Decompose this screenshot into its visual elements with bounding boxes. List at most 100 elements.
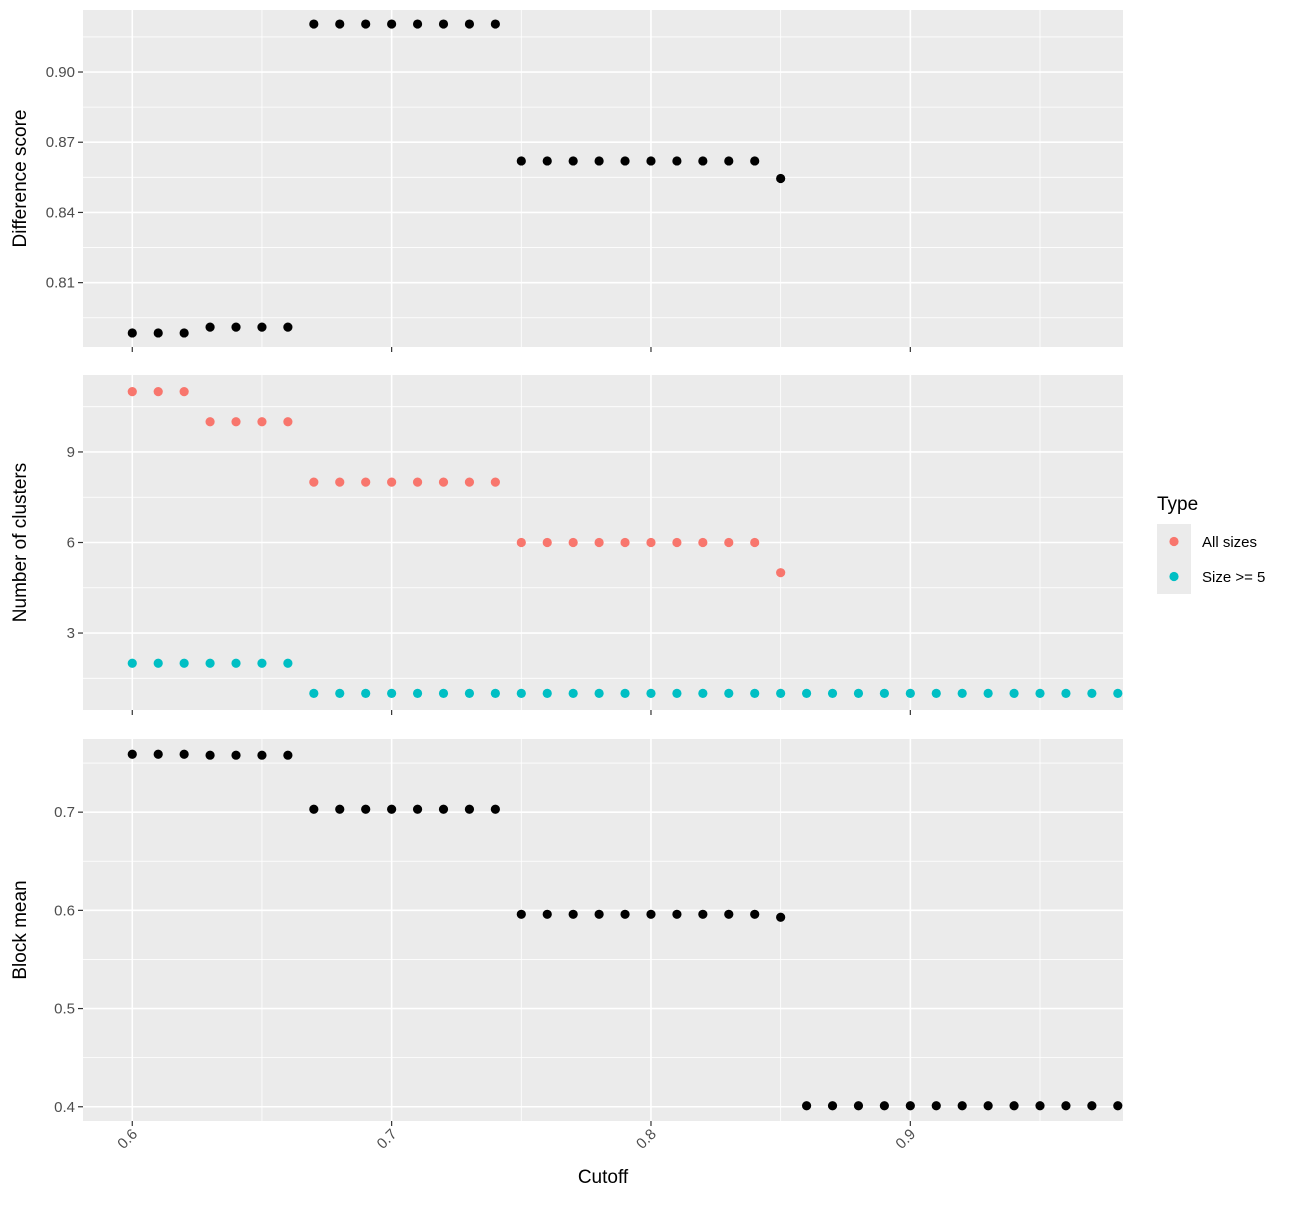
- panel-2-series-1-point: [672, 537, 682, 548]
- panel-1-series-1-point: [724, 156, 734, 166]
- panel-1-background: [83, 10, 1123, 347]
- panel-2-series-2-point: [879, 688, 889, 699]
- panel-2-series-1-point: [438, 477, 449, 487]
- panel-2-series-1-point: [153, 386, 163, 397]
- panel-2-series-1-point: [231, 417, 241, 427]
- panel-2-series-1-point: [257, 417, 267, 427]
- panel-2-series-2-point: [957, 688, 967, 699]
- panel-3-series-1-point: [283, 750, 293, 760]
- panel-2-series-2-point: [516, 688, 526, 699]
- panel-1-y-axis-title: Difference score: [10, 110, 31, 248]
- panel-3-series-1-point: [1061, 1101, 1071, 1111]
- panel-2-series-2-point: [620, 688, 630, 699]
- panel-1-series-1-point: [542, 156, 552, 166]
- panel-3-series-1-point: [776, 912, 786, 922]
- panel-2-y-tick-label: 9: [67, 444, 75, 461]
- panel-3-series-1-point: [957, 1101, 967, 1111]
- panel-3-y-tick-label: 0.6: [54, 902, 75, 919]
- panel-2-series-2-point: [179, 658, 189, 668]
- panel-2-series-2-point: [1087, 688, 1097, 699]
- x-tick-label: 0.6: [114, 1126, 141, 1153]
- panel-1-series-1-point: [490, 19, 500, 29]
- panel-2-series-2-point: [309, 688, 319, 699]
- panel-2-series-2-point: [412, 688, 423, 699]
- panel-1-series-1-point: [257, 322, 267, 332]
- panel-2-series-1-point: [205, 417, 215, 427]
- panel-2-series-1-point: [568, 537, 578, 548]
- panel-3-series-1-point: [594, 909, 604, 919]
- panel-3-series-1-point: [490, 804, 500, 814]
- panel-3-series-1-point: [387, 804, 397, 814]
- panel-1-y-tick-label: 0.87: [46, 134, 75, 151]
- panel-2-series-1-point: [776, 568, 786, 578]
- panel-1-series-1-point: [153, 328, 163, 338]
- panel-3-series-1-point: [1087, 1101, 1097, 1111]
- panel-1-series-1-point: [335, 19, 345, 29]
- panel-2-series-1-point: [750, 537, 760, 548]
- panel-2-series-2-point: [361, 688, 371, 699]
- panel-3-series-1-point: [724, 909, 734, 919]
- panel-1-series-1-point: [179, 328, 189, 338]
- panel-1-series-1-point: [698, 156, 708, 166]
- panel-2-series-2-point: [1061, 688, 1071, 699]
- panel-2-series-1-point: [127, 386, 137, 397]
- panel-2-series-1-point: [646, 537, 656, 548]
- panel-1-series-1-point: [361, 19, 371, 29]
- panel-2-series-2-point: [1009, 688, 1019, 699]
- panel-2-series-1-point: [179, 386, 189, 397]
- panel-1-series-1-point: [127, 328, 137, 338]
- panel-2-series-2-point: [464, 688, 475, 699]
- panel-2-series-1-point: [490, 477, 500, 487]
- panel-3-series-1-point: [750, 909, 760, 919]
- panel-3-series-1-point: [1113, 1101, 1123, 1111]
- panel-2-series-2-point: [646, 688, 656, 699]
- panel-2-series-2-point: [438, 688, 449, 699]
- panel-3-series-1-point: [646, 909, 656, 919]
- panel-3-series-1-point: [361, 804, 371, 814]
- panel-1-series-1-point: [516, 156, 526, 166]
- panel-3-series-1-point: [257, 750, 267, 760]
- panel-3-series-1-point: [309, 804, 319, 814]
- panel-3-background: [83, 739, 1123, 1121]
- panel-2-series-2-point: [801, 688, 812, 699]
- panel-2-series-1-point: [620, 537, 630, 548]
- panel-2-series-2-point: [905, 688, 915, 699]
- panel-3-series-1-point: [179, 749, 189, 759]
- panel-1-series-1-point: [387, 19, 397, 29]
- panel-2-series-1-point: [516, 537, 526, 548]
- panel-3-series-1-point: [335, 804, 345, 814]
- panel-3-series-1-point: [412, 804, 423, 814]
- panel-3-series-1-point: [153, 749, 163, 759]
- panel-2-y-axis-title: Number of clusters: [10, 463, 31, 622]
- panel-1-series-1-point: [438, 19, 449, 29]
- panel-2-series-2-point: [594, 688, 604, 699]
- panel-1-series-1-point: [283, 322, 293, 332]
- panel-3-series-1-point: [801, 1101, 812, 1111]
- panel-3-series-1-point: [879, 1101, 889, 1111]
- panel-2-series-1-point: [387, 477, 397, 487]
- panel-2-series-1-point: [542, 537, 552, 548]
- panel-2-series-2-point: [983, 688, 993, 699]
- panel-2-y-tick-label: 6: [67, 535, 75, 552]
- panel-3-series-1-point: [231, 750, 241, 760]
- legend-label-1: All sizes: [1202, 534, 1257, 551]
- x-tick-label: 0.7: [374, 1126, 401, 1153]
- panel-2-series-2-point: [490, 688, 500, 699]
- panel-1-series-1-point: [750, 156, 760, 166]
- legend-key-1: [1169, 536, 1179, 547]
- panel-1-series-1-point: [464, 19, 475, 29]
- panel-1-series-1-point: [594, 156, 604, 166]
- panel-2-series-2-point: [153, 658, 163, 668]
- panel-2-series-2-point: [205, 658, 215, 668]
- panel-3-series-1-point: [905, 1101, 915, 1111]
- panel-3-series-1-point: [827, 1101, 838, 1111]
- panel-2-series-1-point: [335, 477, 345, 487]
- panel-3-series-1-point: [464, 804, 475, 814]
- legend-title: Type: [1157, 494, 1198, 515]
- panel-1-series-1-point: [309, 19, 319, 29]
- panel-2-series-1-point: [698, 537, 708, 548]
- panel-2-series-2-point: [931, 688, 941, 699]
- panel-2-series-2-point: [257, 658, 267, 668]
